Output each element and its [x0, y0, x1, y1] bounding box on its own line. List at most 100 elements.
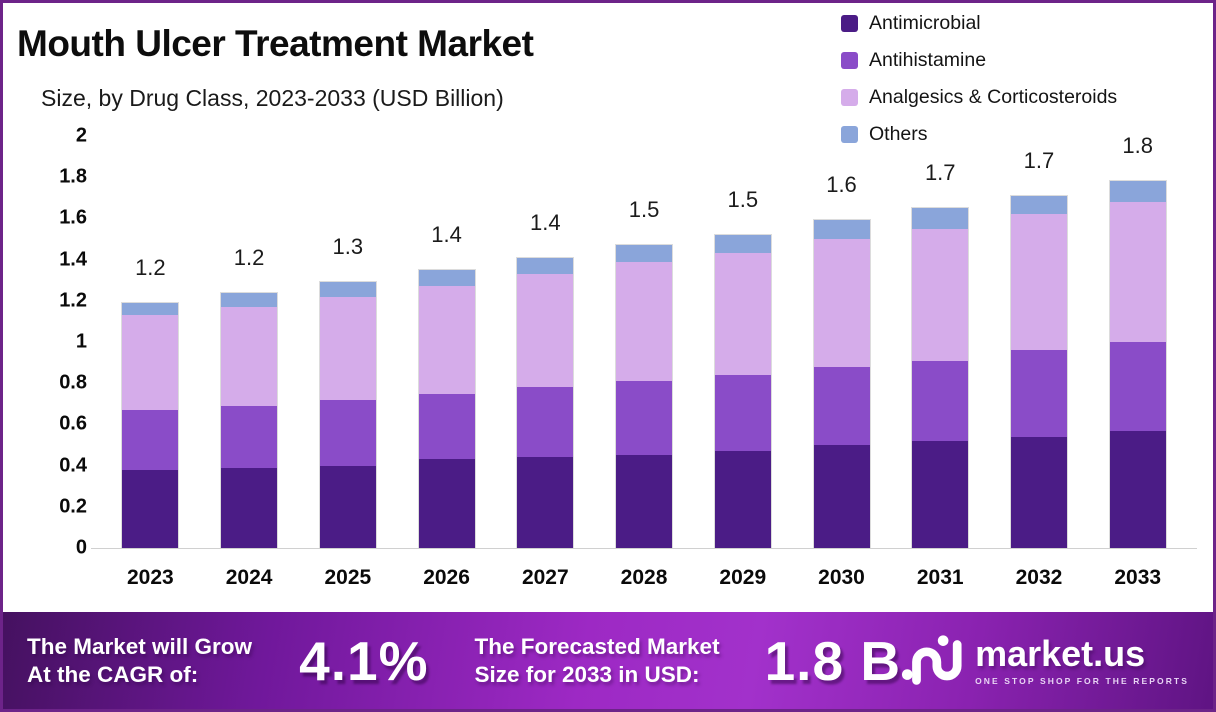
legend-swatch-icon [841, 88, 858, 106]
legend-label: Analgesics & Corticosteroids [869, 85, 1118, 108]
bar-segment [1010, 195, 1067, 215]
bar-group-2025: 1.3 2025 [298, 136, 397, 589]
bar-total-label: 1.5 [727, 186, 759, 212]
bar-segment [122, 302, 179, 316]
bar-segment [418, 393, 475, 460]
bar-segment [418, 269, 475, 287]
legend-label: Antihistamine [869, 48, 987, 71]
legend-swatch-icon [841, 51, 858, 69]
bar-group-2029: 1.5 2029 [693, 136, 792, 589]
y-tick-label: 2 [75, 124, 87, 147]
bar-group-2027: 1.4 2027 [496, 136, 595, 589]
chart-title: Mouth Ulcer Treatment Market [17, 23, 534, 64]
bar-stack [417, 268, 476, 548]
bar-segment [517, 274, 574, 388]
bar-stack [615, 244, 674, 548]
bar-segment [319, 465, 376, 548]
y-tick-label: 0.2 [59, 495, 87, 518]
bar-total-label: 1.4 [530, 209, 561, 235]
bar-segment [221, 405, 278, 468]
x-tick-label: 2025 [324, 566, 372, 589]
bar-group-2033: 1.8 2033 [1088, 133, 1187, 589]
y-tick-label: 1 [75, 330, 87, 353]
bar-total-label: 1.5 [628, 197, 660, 223]
marketus-logo-text: market.us ONE STOP SHOP FOR THE REPORTS [975, 635, 1189, 686]
bar-segment [616, 455, 673, 548]
bar-segment [1109, 342, 1166, 431]
bar-segment [1109, 181, 1166, 202]
forecast-caption: The Forecasted Market Size for 2033 in U… [474, 633, 738, 689]
y-tick-label: 0.6 [59, 412, 87, 435]
bar-stack [1108, 180, 1167, 548]
bar-segment [813, 220, 870, 240]
bar-segment [813, 445, 870, 548]
legend-swatch-icon [841, 14, 858, 32]
bar-segment [221, 467, 278, 548]
chart-subtitle: Size, by Drug Class, 2023-2033 (USD Bill… [41, 85, 504, 111]
legend: Antimicrobial Antihistamine Analgesics & C… [841, 11, 1117, 146]
bar-segment [221, 307, 278, 406]
bar-segment [912, 228, 969, 361]
bar-total-label: 1.7 [924, 160, 956, 186]
x-tick-label: 2032 [1015, 566, 1063, 589]
bar-segment [714, 451, 771, 548]
forecast-caption-line1: The Forecasted Market [474, 633, 720, 659]
bar-total-label: 1.2 [135, 254, 166, 280]
bar-stack [713, 233, 772, 548]
bar-segment [1010, 436, 1067, 548]
y-tick-label: 1.8 [59, 165, 87, 188]
bar-stack [911, 207, 970, 548]
bar-segment [418, 459, 475, 548]
bar-group-2031: 1.7 2031 [891, 136, 990, 589]
bar-segment [616, 261, 673, 382]
bar-segment [122, 469, 179, 548]
bar-segment [517, 257, 574, 275]
bar-segment [616, 381, 673, 456]
bar-segment [912, 440, 969, 548]
bar-total-label: 1.7 [1023, 147, 1055, 173]
bar-segment [221, 292, 278, 307]
marketus-logo: market.us ONE STOP SHOP FOR THE REPORTS [901, 633, 1189, 689]
bar-segment [714, 234, 771, 254]
legend-label: Others [869, 122, 928, 145]
bar-total-label: 1.8 [1122, 133, 1153, 159]
bar-segment [122, 315, 179, 410]
legend-item: Antimicrobial [841, 11, 1117, 35]
bar-segment [517, 387, 574, 458]
y-tick-label: 1.4 [59, 248, 87, 271]
marketus-logo-icon [902, 634, 962, 685]
stacked-bar-chart: 1.2 2023 1.2 2024 1.3 2025 1.4 2026 1.4 2027 1.5 20… [101, 133, 1187, 589]
bar-total-label: 1.6 [826, 172, 857, 198]
cagr-caption: The Market will Grow At the CAGR of: [27, 633, 291, 689]
bar-segment [714, 374, 771, 452]
bar-stack [121, 301, 180, 548]
x-axis-line [91, 548, 1197, 549]
y-tick-label: 0.8 [59, 371, 87, 394]
y-axis: 2 1.8 1.6 1.4 1.2 1 0.8 0.6 0.4 0.2 0 [27, 3, 87, 613]
bar-group-2023: 1.2 2023 [101, 136, 200, 589]
bar-segment [912, 208, 969, 229]
y-tick-label: 0.4 [59, 454, 87, 477]
bar-segment [616, 245, 673, 262]
x-tick-label: 2024 [225, 566, 273, 589]
cagr-caption-line1: The Market will Grow [27, 633, 253, 659]
bar-stack [1009, 194, 1068, 548]
bar-total-label: 1.3 [332, 234, 364, 260]
legend-item: Antihistamine [841, 48, 1117, 72]
y-tick-label: 1.6 [59, 206, 87, 229]
marketus-tagline: ONE STOP SHOP FOR THE REPORTS [975, 675, 1189, 686]
legend-item: Analgesics & Corticosteroids [841, 85, 1117, 109]
bar-segment [1109, 201, 1166, 343]
bar-total-label: 1.4 [431, 221, 462, 247]
bar-segment [418, 286, 475, 394]
bar-segment [813, 366, 870, 445]
bar-segment [1010, 350, 1067, 437]
legend-item: Others [841, 122, 1117, 146]
bar-stack [318, 281, 377, 548]
forecast-value: 1.8 B [764, 629, 902, 692]
bar-segment [813, 239, 870, 367]
bar-segment [517, 457, 574, 548]
cagr-value: 4.1% [299, 629, 429, 692]
bar-group-2030: 1.6 2030 [792, 136, 891, 589]
bar-group-2024: 1.2 2024 [200, 136, 299, 589]
